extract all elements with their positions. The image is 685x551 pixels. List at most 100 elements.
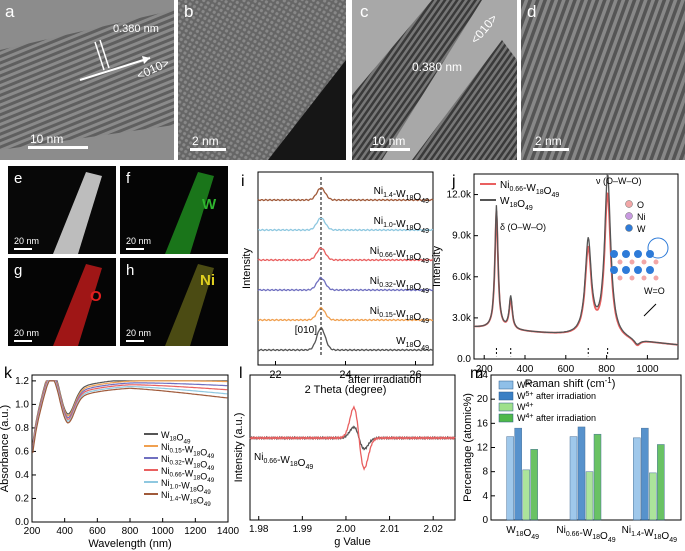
tem-image-c [352,0,517,160]
text-span: - [178,481,181,491]
text-span: 0.66 [170,472,183,479]
text-span: 18 [406,225,414,232]
y-tick-label: 0 [482,515,488,526]
y-axis-label: Absorbance (a.u.) [0,405,11,492]
tem-panel-a: a 0.380 nm <010> 10 nm [0,0,174,160]
text-span: 49 [204,501,212,508]
xrd-series-line [257,217,434,232]
text-span: 49 [184,438,192,445]
scale-bar [126,248,144,250]
legend-label: W5+ [517,380,533,390]
legend-swatch [498,402,514,412]
uvvis-series-line [32,380,228,445]
x-category-label: Ni0.66-W18O49 [556,525,615,544]
x-tick-label: 1.99 [293,524,313,535]
text-span: - [579,528,582,539]
bar [657,444,665,521]
text-span: Ni [161,454,170,464]
annotation-label: δ (O–W–O) [500,222,546,232]
text-span: O [517,199,525,210]
text-span: O [661,531,669,542]
text-span: Ni [161,478,170,488]
atom-legend-label: Ni [637,212,646,222]
xrd-series-line [257,326,434,352]
y-tick-label: 1.0 [15,399,29,410]
text-span: Ni [161,442,170,452]
atom-o [641,259,647,265]
eds-map-o [53,264,102,346]
text-span: 18 [654,534,662,541]
text-span: 0.66 [379,252,393,259]
panel-label: d [527,2,537,21]
scale-bar [14,248,32,250]
haadf-panel-e: e 20 nm [8,166,116,254]
text-span: Ni [556,525,565,536]
text-span: W [396,189,406,200]
legend-label: Ni0.66-W18O49 [161,466,215,484]
x-tick-label: 2.01 [380,524,400,535]
text-span: 49 [207,453,215,460]
text-span: O [200,447,207,457]
atom-o [653,259,659,265]
tem-image-a [0,0,174,160]
xrd-series-label: W18O49 [396,336,429,352]
panel-label: j [451,173,456,190]
text-span: 1.0 [170,484,179,491]
y-tick-label: 0.2 [15,493,29,504]
text-span: 18 [193,474,201,481]
text-span: after irradiation [533,391,596,401]
x-tick-label: 200 [476,364,493,375]
atom-o [617,259,623,265]
text-span: 49 [669,537,677,544]
text-span: 49 [525,205,533,212]
uvvis-series-line [32,380,228,446]
scale-label: 20 nm [14,236,40,246]
atom-w [646,266,654,274]
xrd-series-line [257,306,434,322]
text-span: 49 [207,477,215,484]
text-span: W [181,493,190,503]
scale-bar [126,340,144,342]
text-span: - [393,249,396,260]
y-tick-label: 12.0k [447,190,472,201]
scale-bar [533,148,569,151]
y-tick-label: 24 [477,370,489,381]
text-span: 1.4 [383,192,393,199]
scale-label: 10 nm [372,134,406,148]
text-span: ) [612,378,616,390]
text-span: O [413,252,421,263]
bar [514,427,522,521]
scale-label: 20 nm [126,236,152,246]
atom-w [622,266,630,274]
atom-o [653,275,659,281]
annotation-label: after irradiation [348,374,421,386]
tem-panel-b: b 2 nm [178,0,346,160]
panel-label: a [5,2,15,21]
bar [649,472,657,521]
text-span: - [182,445,185,455]
xrd-series-label: Ni0.15-W18O49 [370,306,429,325]
atom-w [634,266,642,274]
x-category-label: W18O49 [506,525,539,541]
text-span: W [161,430,170,440]
y-tick-label: 8 [482,467,488,478]
text-span: Ni [370,306,379,317]
text-span: O [413,312,421,323]
scale-bar [28,146,88,149]
x-tick-label: 800 [598,364,615,375]
scale-label: 2 nm [535,134,562,148]
legend-label: W18O49 [500,196,533,212]
y-axis-label: Intensity (a.u.) [233,413,245,483]
uvvis-series-line [32,380,228,452]
text-span: 18 [193,462,201,469]
text-span: 0.66 [566,531,580,538]
element-label: O [90,288,102,305]
text-span: - [393,309,396,320]
annotation-arrow [643,303,657,317]
text-span: O [600,531,608,542]
tem-panel-d: d 2 nm [521,0,685,160]
text-span: 18 [190,486,198,493]
y-tick-label: 0.0 [15,517,29,528]
atom-o [629,275,635,281]
